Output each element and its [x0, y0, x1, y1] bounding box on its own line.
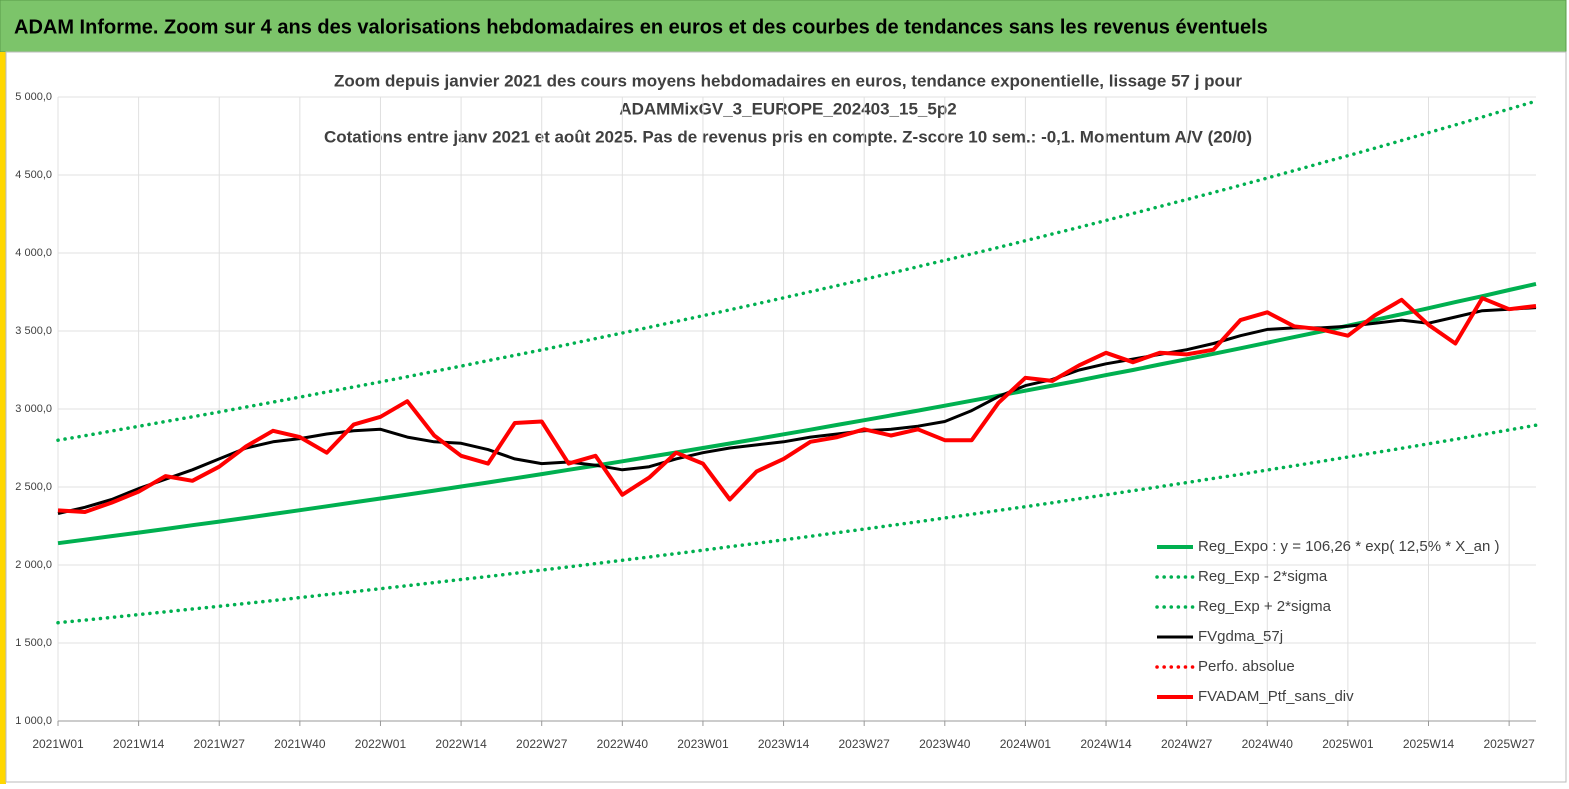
series-line [56, 99, 1538, 442]
series-line [57, 296, 1537, 514]
legend-label: FVADAM_Ptf_sans_div [1198, 688, 1354, 705]
x-tick-label: 2021W01 [32, 737, 84, 751]
x-tick-label: 2022W01 [355, 737, 407, 751]
banner [0, 0, 1567, 53]
chart-title: ADAMMixGV_3_EUROPE_202403_15_5p2 [619, 99, 956, 118]
series-line [56, 423, 1538, 625]
y-tick-label: 4 500,0 [15, 169, 52, 181]
y-tick-label: 3 000,0 [15, 403, 52, 415]
banner-title: ADAM Informe. Zoom sur 4 ans des valoris… [14, 16, 1268, 38]
legend-label: FVgdma_57j [1198, 628, 1283, 645]
legend-label: Reg_Expo : y = 106,26 * exp( 12,5% * X_a… [1198, 538, 1499, 555]
legend-label: Perfo. absolue [1198, 658, 1295, 675]
x-tick-label: 2022W40 [597, 737, 649, 751]
legend-label: Reg_Exp - 2*sigma [1198, 568, 1328, 585]
x-tick-label: 2025W14 [1403, 737, 1455, 751]
x-tick-label: 2024W01 [1000, 737, 1052, 751]
x-tick-label: 2021W27 [194, 737, 246, 751]
chart-title: Zoom depuis janvier 2021 des cours moyen… [334, 71, 1242, 90]
y-tick-label: 2 500,0 [15, 481, 52, 493]
y-tick-label: 4 000,0 [15, 247, 52, 259]
x-tick-label: 2023W40 [919, 737, 971, 751]
y-tick-label: 1 000,0 [15, 715, 52, 727]
x-tick-label: 2023W01 [677, 737, 729, 751]
accent [0, 52, 6, 784]
x-tick-label: 2022W14 [435, 737, 487, 751]
chart-border [5, 51, 1567, 783]
legend-label: Reg_Exp + 2*sigma [1198, 598, 1332, 615]
x-tick-label: 2022W27 [516, 737, 568, 751]
x-tick-label: 2023W27 [838, 737, 890, 751]
series-line [57, 281, 1537, 546]
x-tick-label: 2023W14 [758, 737, 810, 751]
x-tick-label: 2025W27 [1483, 737, 1535, 751]
x-tick-label: 2021W40 [274, 737, 326, 751]
y-tick-label: 3 500,0 [15, 325, 52, 337]
x-tick-label: 2021W14 [113, 737, 165, 751]
x-tick-label: 2024W14 [1080, 737, 1132, 751]
y-tick-label: 2 000,0 [15, 559, 52, 571]
x-tick-label: 2024W27 [1161, 737, 1213, 751]
chart-title: Cotations entre janv 2021 et août 2025. … [324, 127, 1252, 146]
y-tick-label: 1 500,0 [15, 637, 52, 649]
y-tick-label: 5 000,0 [15, 91, 52, 103]
x-tick-label: 2024W40 [1242, 737, 1294, 751]
x-tick-label: 2025W01 [1322, 737, 1374, 751]
